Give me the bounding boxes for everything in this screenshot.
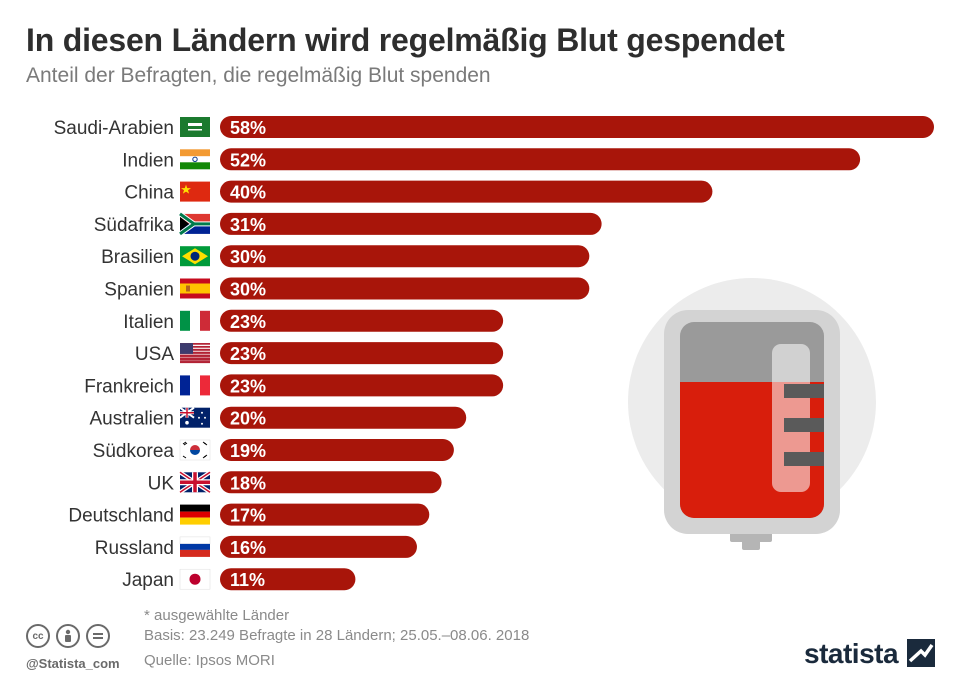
bar (220, 503, 430, 526)
value-label: 40% (230, 183, 266, 203)
bar (220, 309, 504, 332)
chart-row: Frankreich 23% (84, 374, 504, 397)
cc-icon[interactable]: cc (26, 624, 50, 648)
chart-row: Australien 20% (90, 406, 467, 430)
category-label: Italien (123, 312, 174, 333)
value-label: 20% (230, 409, 266, 429)
value-label: 11% (230, 570, 265, 590)
category-label: USA (135, 344, 174, 365)
germany-flag-icon (180, 504, 210, 525)
value-label: 31% (230, 215, 266, 235)
category-label: Brasilien (101, 247, 174, 268)
value-label: 16% (230, 538, 266, 558)
bar (220, 374, 504, 397)
attribution-icon[interactable] (56, 624, 80, 648)
south-korea-flag-icon (179, 439, 211, 461)
category-label: Russland (95, 538, 174, 559)
value-label: 52% (230, 150, 266, 170)
value-label: 18% (230, 473, 266, 493)
bar (220, 471, 442, 494)
chart-row: Deutschland 17% (68, 503, 430, 527)
category-label: Japan (122, 570, 174, 591)
no-derivatives-icon[interactable] (86, 624, 110, 648)
chart-row: Russland 16% (95, 535, 417, 559)
bar (220, 116, 934, 138)
bar (220, 245, 590, 268)
chart-row: Japan 11% (122, 568, 356, 591)
footnote-basis: Basis: 23.249 Befragte in 28 Ländern; 25… (144, 627, 530, 644)
bar (220, 439, 454, 461)
chart-row: China 40% (124, 180, 713, 204)
bar (220, 180, 713, 203)
india-flag-icon (180, 149, 210, 170)
category-label: Südkorea (93, 441, 175, 462)
value-label: 23% (230, 312, 266, 332)
south-africa-flag-icon (178, 211, 210, 236)
bar (220, 342, 504, 365)
category-label: China (124, 183, 174, 204)
china-flag-icon (180, 181, 210, 202)
chart-row: Indien 52% (122, 148, 861, 171)
chart-row: USA 23% (135, 342, 504, 365)
category-label: Australien (90, 409, 175, 430)
footnote-source: Quelle: Ipsos MORI (144, 652, 275, 669)
footnote-note: * ausgewählte Länder (144, 607, 290, 624)
bar (220, 535, 417, 558)
category-label: Spanien (104, 280, 174, 301)
license-icons: cc (26, 624, 110, 648)
russia-flag-icon (179, 536, 211, 557)
brazil-flag-icon (180, 246, 210, 267)
value-label: 30% (230, 247, 266, 267)
chart-title: In diesen Ländern wird regelmäßig Blut g… (26, 22, 785, 58)
value-label: 30% (230, 280, 266, 300)
blood-bag-icon (628, 278, 876, 550)
chart-row: Brasilien 30% (101, 245, 590, 268)
japan-flag-icon (179, 568, 211, 590)
bar (220, 406, 467, 429)
category-label: Südafrika (94, 215, 175, 236)
usa-flag-icon (180, 343, 210, 364)
value-label: 23% (230, 376, 266, 396)
statista-logo-mark-icon (907, 639, 935, 667)
uk-flag-icon (178, 470, 212, 494)
italy-flag-icon (180, 310, 210, 331)
bar (220, 568, 356, 591)
france-flag-icon (180, 375, 210, 396)
bar (220, 212, 602, 235)
value-label: 23% (230, 344, 266, 364)
australia-flag-icon (179, 406, 210, 428)
saudi-arabia-flag-icon (180, 117, 210, 137)
bar (220, 148, 861, 171)
chart-row: Spanien 30% (104, 277, 590, 301)
spain-flag-icon (180, 278, 210, 299)
statista-handle[interactable]: @Statista_com (26, 656, 120, 671)
chart-row: Saudi-Arabien 58% (54, 116, 934, 139)
category-label: Deutschland (68, 506, 174, 527)
category-label: UK (148, 473, 175, 494)
value-label: 17% (230, 506, 266, 526)
value-label: 19% (230, 441, 266, 461)
category-label: Indien (122, 150, 174, 171)
bar (220, 277, 590, 300)
statista-logo[interactable]: statista (804, 638, 899, 669)
chart-row: UK 18% (148, 470, 442, 494)
chart-row: Italien 23% (123, 309, 504, 333)
chart-row: Südafrika 31% (94, 211, 602, 236)
value-label: 58% (230, 118, 266, 138)
category-label: Frankreich (84, 376, 174, 397)
category-label: Saudi-Arabien (54, 118, 174, 139)
chart-row: Südkorea 19% (93, 439, 454, 462)
chart-subtitle: Anteil der Befragten, die regelmäßig Blu… (26, 64, 491, 87)
